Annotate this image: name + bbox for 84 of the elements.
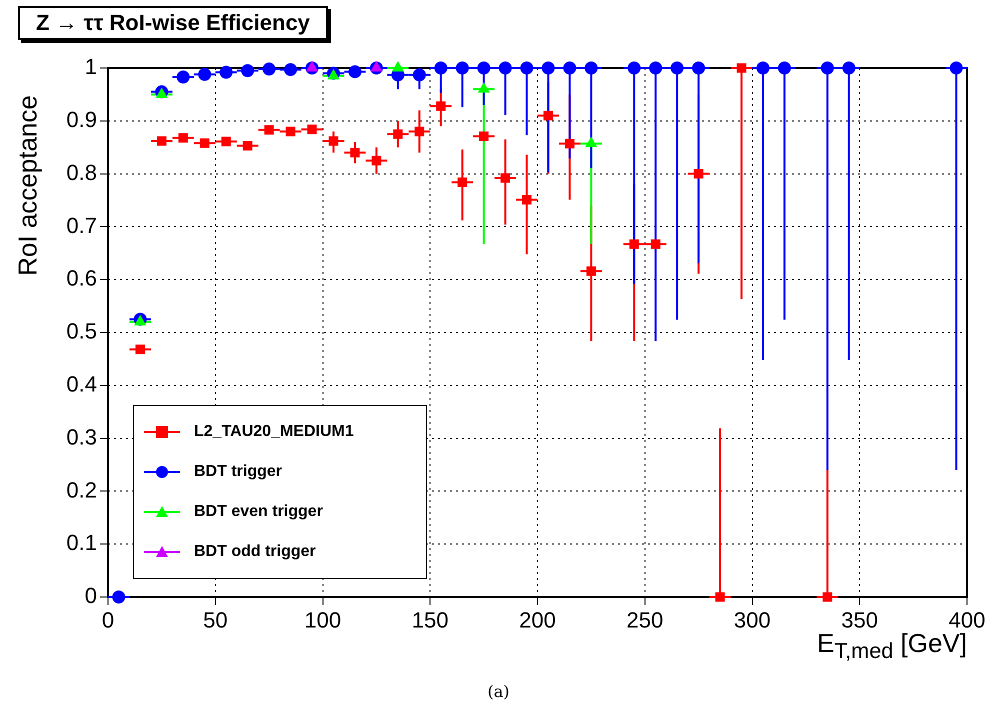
- y-tick-label: 0.3: [66, 424, 97, 450]
- point: [198, 68, 212, 81]
- point: [372, 156, 382, 166]
- point: [543, 110, 553, 120]
- legend-label: BDT even trigger: [194, 503, 323, 521]
- point: [458, 178, 468, 188]
- point: [950, 62, 963, 74]
- point: [414, 126, 424, 136]
- point: [629, 239, 639, 249]
- point: [498, 62, 512, 74]
- legend-label: L2_TAU20_MEDIUM1: [194, 423, 354, 441]
- point: [586, 266, 596, 276]
- y-tick-label: 0.5: [66, 318, 97, 344]
- point: [434, 62, 448, 74]
- point: [307, 124, 317, 134]
- point: [694, 169, 704, 179]
- point: [584, 62, 598, 74]
- y-tick-label: 0.9: [66, 106, 97, 132]
- point: [628, 62, 641, 74]
- x-tick-label: 200: [519, 607, 556, 632]
- point: [176, 70, 190, 84]
- point: [412, 68, 426, 82]
- point: [822, 592, 832, 602]
- y-tick-label: 0.1: [66, 530, 97, 556]
- point: [328, 136, 338, 146]
- point: [393, 129, 403, 139]
- point: [842, 62, 856, 74]
- y-tick-label: 0.2: [66, 477, 97, 502]
- point: [715, 592, 725, 602]
- point: [241, 64, 254, 78]
- x-tick-label: 300: [734, 607, 771, 632]
- point: [306, 62, 318, 72]
- x-tick-label: 100: [304, 607, 342, 632]
- point: [522, 194, 532, 204]
- point: [221, 136, 231, 146]
- point: [392, 62, 404, 72]
- point: [264, 125, 274, 135]
- point: [262, 62, 276, 76]
- point: [370, 62, 382, 72]
- y-tick-label: 0.4: [66, 371, 97, 396]
- y-tick-label: 0: [84, 583, 97, 608]
- y-tick-label: 0.8: [66, 160, 97, 185]
- y-axis-title: RoI acceptance: [12, 94, 44, 278]
- text: (a): [486, 682, 511, 701]
- point: [542, 62, 555, 74]
- point: [564, 138, 574, 148]
- chart-title: Z → ττ RoI-wise Efficiency: [18, 6, 328, 40]
- point: [200, 138, 210, 148]
- point: [650, 239, 660, 249]
- point: [520, 62, 534, 74]
- legend-label: BDT odd trigger: [194, 543, 316, 561]
- point: [284, 63, 298, 76]
- point: [220, 66, 233, 79]
- legend-label: BDT trigger: [194, 463, 282, 481]
- point: [436, 101, 446, 111]
- point: [649, 62, 662, 74]
- point: [178, 133, 188, 143]
- point: [563, 62, 576, 74]
- point: [350, 148, 360, 158]
- y-tick-label: 0.6: [66, 266, 97, 291]
- point: [478, 82, 490, 93]
- x-tick-label: 250: [626, 607, 664, 632]
- point: [456, 62, 469, 74]
- point: [135, 344, 145, 354]
- point: [479, 132, 489, 141]
- point: [477, 62, 490, 74]
- point: [692, 62, 706, 74]
- point: [500, 173, 510, 183]
- point: [286, 126, 296, 136]
- point: [348, 65, 362, 78]
- point: [670, 62, 684, 74]
- point: [756, 62, 770, 74]
- point: [736, 63, 746, 73]
- x-tick-label: 150: [412, 607, 448, 632]
- point: [112, 590, 126, 604]
- y-tick-label: 1: [84, 54, 97, 80]
- x-tick-label: 50: [203, 607, 228, 632]
- point: [156, 136, 166, 146]
- y-tick-label: 0.7: [66, 212, 97, 238]
- x-tick-label: 0: [102, 607, 114, 632]
- point: [585, 137, 597, 148]
- point: [820, 62, 834, 74]
- point: [242, 141, 252, 151]
- point: [778, 62, 791, 74]
